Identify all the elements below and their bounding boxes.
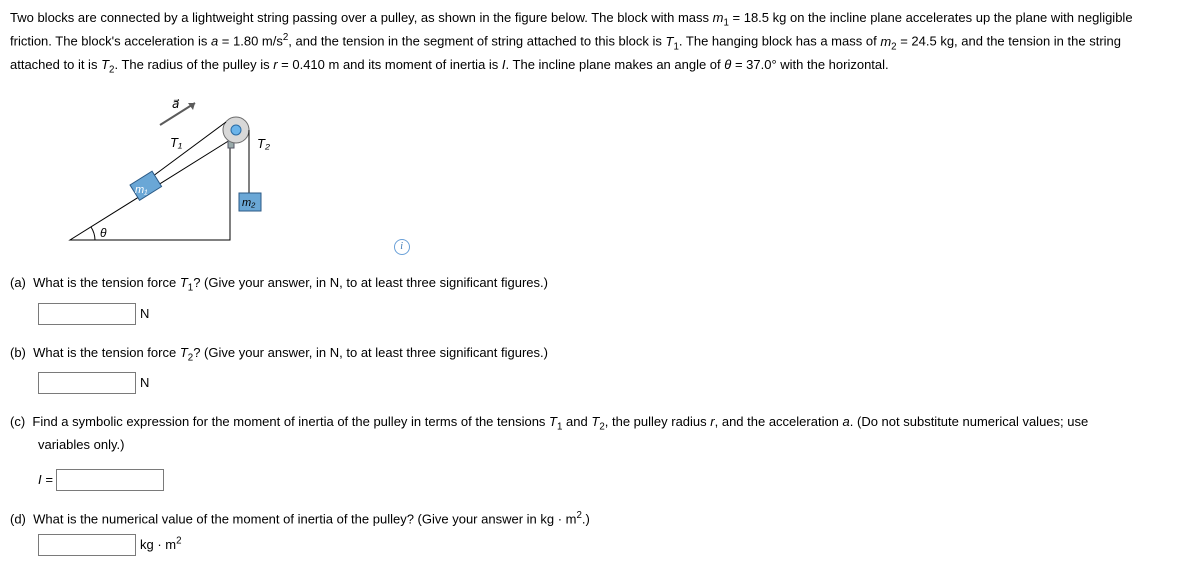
var-m2: m2 xyxy=(880,34,896,49)
text: = 18.5 kg on the incline plane accelerat… xyxy=(729,10,1133,25)
label-t1: T₁ xyxy=(170,135,182,150)
text: . The incline plane makes an angle of xyxy=(506,57,725,72)
i-equals: I = xyxy=(38,472,53,487)
text: friction. The block's acceleration is xyxy=(10,34,211,49)
prompt: , the pulley radius xyxy=(605,414,711,429)
part-a: (a) What is the tension force T1? (Give … xyxy=(10,273,1190,324)
pulley-diagram: θ m₁ m₂ a⃗ T₁ T₂ xyxy=(50,90,350,250)
text: , and the tension in the segment of stri… xyxy=(288,34,665,49)
part-c: (c) Find a symbolic expression for the m… xyxy=(10,412,1190,491)
text: . The hanging block has a mass of xyxy=(679,34,880,49)
prompt: ? (Give your answer, in N, to at least t… xyxy=(193,345,548,360)
text: and xyxy=(562,414,591,429)
part-label: (d) xyxy=(10,511,26,526)
prompt: , and the acceleration xyxy=(715,414,843,429)
part-b: (b) What is the tension force T2? (Give … xyxy=(10,343,1190,394)
label-theta: θ xyxy=(100,226,107,240)
label-m1: m₁ xyxy=(135,184,148,196)
text: . The radius of the pulley is xyxy=(114,57,273,72)
var-t1: T1 xyxy=(666,34,679,49)
text: Two blocks are connected by a lightweigh… xyxy=(10,10,713,25)
var-t2: T2 xyxy=(101,57,114,72)
unit-n: N xyxy=(140,306,149,321)
var-t1: T1 xyxy=(549,414,562,429)
label-m2: m₂ xyxy=(242,197,256,209)
text: = 24.5 kg, and the tension in the string xyxy=(897,34,1121,49)
unit-n: N xyxy=(140,375,149,390)
label-t2: T₂ xyxy=(257,136,270,151)
prompt: What is the tension force xyxy=(33,345,180,360)
part-label: (a) xyxy=(10,275,26,290)
unit-kgm2: kg · m2 xyxy=(140,537,182,552)
label-a: a⃗ xyxy=(172,97,180,111)
answer-input-d[interactable] xyxy=(38,534,136,556)
var-a: a xyxy=(843,414,850,429)
prompt: What is the tension force xyxy=(33,275,180,290)
prompt: ? (Give your answer, in N, to at least t… xyxy=(193,275,548,290)
var-m1: m1 xyxy=(713,10,729,25)
answer-input-a[interactable] xyxy=(38,303,136,325)
part-label: (c) xyxy=(10,414,25,429)
prompt: variables only.) xyxy=(38,437,124,452)
prompt: .) xyxy=(582,511,590,526)
prompt: Find a symbolic expression for the momen… xyxy=(32,414,549,429)
text: = 0.410 m and its moment of inertia is xyxy=(278,57,502,72)
figure: θ m₁ m₂ a⃗ T₁ T₂ i xyxy=(50,90,1190,256)
part-d: (d) What is the numerical value of the m… xyxy=(10,509,1190,557)
prompt: What is the numerical value of the momen… xyxy=(33,511,576,526)
var-t2: T2 xyxy=(591,414,604,429)
answer-input-c[interactable] xyxy=(56,469,164,491)
pulley-inner xyxy=(231,125,241,135)
text: attached to it is xyxy=(10,57,101,72)
problem-statement: Two blocks are connected by a lightweigh… xyxy=(10,8,1190,78)
var-t1: T1 xyxy=(180,275,193,290)
info-icon[interactable]: i xyxy=(394,239,410,255)
prompt: . (Do not substitute numerical values; u… xyxy=(850,414,1088,429)
part-label: (b) xyxy=(10,345,26,360)
text: = 1.80 m/s xyxy=(218,34,283,49)
var-t2: T2 xyxy=(180,345,193,360)
text: = 37.0° with the horizontal. xyxy=(731,57,888,72)
answer-input-b[interactable] xyxy=(38,372,136,394)
